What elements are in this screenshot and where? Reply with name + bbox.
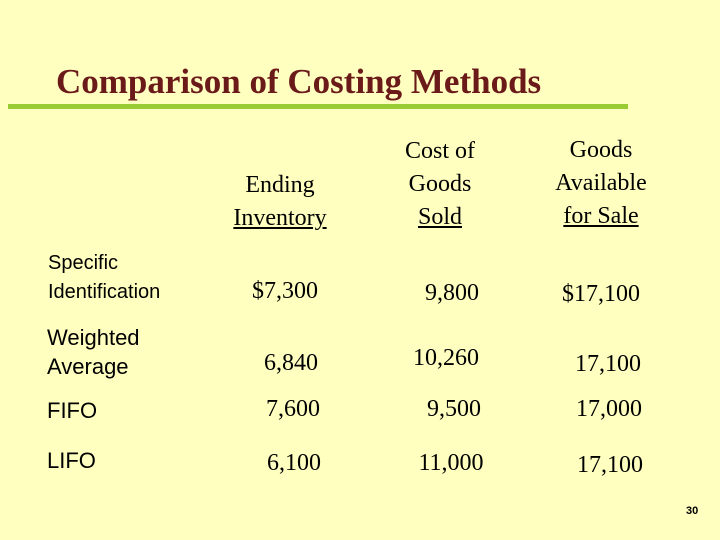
row-label-line: Weighted <box>47 325 140 350</box>
column-header-line: for Sale <box>563 203 639 229</box>
cell-specific-ending-inventory: $7,300 <box>252 278 318 304</box>
cell-specific-goods-available: $17,100 <box>562 281 640 307</box>
cell-weighted-ending-inventory: 6,840 <box>264 350 318 376</box>
column-header-line: Goods <box>408 171 472 197</box>
page-number: 30 <box>686 505 699 517</box>
row-label-weighted-average: Weighted Average <box>47 323 140 381</box>
title-underline-rule <box>8 104 628 109</box>
column-header-line: Cost of <box>404 138 475 164</box>
cell-lifo-goods-available: 17,100 <box>577 452 643 478</box>
cell-weighted-goods-available: 17,100 <box>575 351 641 377</box>
column-header-line: Inventory <box>233 205 327 231</box>
column-header-line: Available <box>555 170 647 196</box>
row-label-line: FIFO <box>47 398 98 423</box>
column-header-line: Ending <box>245 172 315 198</box>
cell-specific-cost-of-goods-sold: 9,800 <box>425 280 479 306</box>
column-header-goods-available-for-sale: Goods Available for Sale <box>533 134 669 233</box>
row-label-line: Average <box>47 354 129 379</box>
column-header-line: Sold <box>417 204 462 230</box>
cell-fifo-cost-of-goods-sold: 9,500 <box>427 396 481 422</box>
column-header-ending-inventory: Ending Inventory <box>220 169 340 235</box>
column-header-cost-of-goods-sold: Cost of Goods Sold <box>380 135 500 234</box>
cell-fifo-ending-inventory: 7,600 <box>266 396 320 422</box>
column-header-line: Goods <box>569 137 633 163</box>
row-label-line: Specific <box>48 252 119 274</box>
cell-fifo-goods-available: 17,000 <box>576 396 642 422</box>
cell-weighted-cost-of-goods-sold: 10,260 <box>413 345 479 371</box>
row-label-line: Identification <box>48 281 161 303</box>
slide-title: Comparison of Costing Methods <box>56 62 542 101</box>
row-label-line: LIFO <box>47 448 96 473</box>
row-label-lifo: LIFO <box>47 446 96 475</box>
row-label-fifo: FIFO <box>47 396 97 425</box>
row-label-specific-identification: Specific Identification <box>48 249 160 307</box>
cell-lifo-ending-inventory: 6,100 <box>267 450 321 476</box>
cell-lifo-cost-of-goods-sold: 11,000 <box>418 450 484 476</box>
